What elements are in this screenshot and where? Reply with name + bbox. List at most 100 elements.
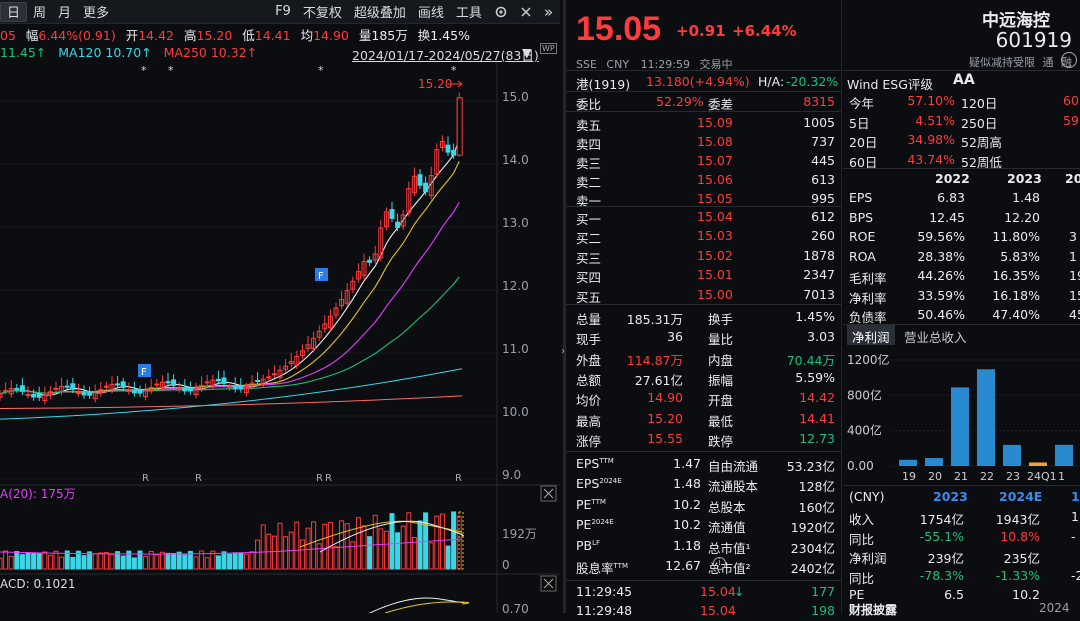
candle[interactable] [383, 211, 389, 228]
collapse-arrow-icon[interactable]: › [561, 346, 565, 357]
candle[interactable] [311, 337, 317, 349]
candle[interactable] [434, 149, 440, 175]
candle[interactable] [439, 140, 445, 149]
settings-icon[interactable] [488, 2, 514, 22]
candle[interactable] [59, 385, 65, 393]
bid-row[interactable]: 买三 15.02 1878 [566, 246, 841, 266]
f-badge-2[interactable]: F [315, 268, 328, 282]
candle[interactable] [355, 271, 361, 280]
f-badge-1[interactable]: F [138, 364, 151, 378]
candle[interactable] [277, 369, 283, 379]
candle[interactable] [333, 307, 339, 316]
period-day-tab[interactable]: 日 [0, 1, 28, 22]
candle[interactable] [143, 390, 149, 398]
bid-row[interactable]: 买二 15.03 260 [566, 226, 841, 246]
candle[interactable] [14, 387, 20, 390]
profit-bar[interactable] [1003, 444, 1021, 466]
tab-revenue[interactable]: 营业总收入 [904, 330, 967, 345]
candle[interactable] [98, 389, 104, 394]
candle[interactable] [322, 323, 328, 330]
candle[interactable] [327, 315, 333, 329]
profit-bar[interactable] [1055, 444, 1073, 466]
candle[interactable] [316, 330, 322, 338]
candle[interactable] [0, 393, 3, 398]
candle[interactable] [389, 209, 395, 219]
candle[interactable] [120, 381, 126, 388]
candle[interactable] [378, 227, 384, 259]
candle[interactable] [238, 385, 244, 390]
ask-row[interactable]: 卖三 15.07 445 [566, 151, 841, 171]
candle[interactable] [159, 381, 165, 389]
adjust-button[interactable]: 不复权 [302, 6, 342, 21]
candle[interactable] [305, 344, 311, 349]
candle[interactable] [70, 383, 76, 390]
candle[interactable] [47, 391, 53, 396]
user-icon[interactable] [1061, 52, 1077, 68]
profit-bar[interactable] [977, 369, 995, 466]
profit-bar[interactable] [899, 459, 917, 466]
kline-panel[interactable]: 日 周 月 更多 F9 不复权 超级叠加 画线 工具 » 05 幅6.44%(0… [0, 0, 560, 613]
candle[interactable] [53, 387, 59, 390]
candle[interactable] [400, 214, 406, 227]
ask-row[interactable]: 卖四 15.08 737 [566, 132, 841, 152]
candle[interactable] [31, 393, 37, 398]
candle[interactable] [294, 355, 300, 366]
candle[interactable] [25, 394, 31, 397]
draw-button[interactable]: 画线 [417, 6, 444, 21]
volume-close-icon[interactable] [540, 485, 557, 502]
candle[interactable] [81, 391, 87, 396]
period-month-tab[interactable]: 月 [58, 6, 72, 21]
candle[interactable] [299, 350, 305, 356]
candle[interactable] [215, 378, 221, 382]
bid-row[interactable]: 买四 15.01 2347 [566, 265, 841, 285]
candle[interactable] [131, 389, 137, 394]
f9-button[interactable]: F9 [275, 4, 291, 19]
candle[interactable] [423, 182, 429, 193]
ask-row[interactable]: 卖五 15.09 1005 [566, 113, 841, 133]
candle[interactable] [271, 373, 277, 376]
candle[interactable] [221, 377, 227, 384]
candle[interactable] [227, 386, 233, 389]
candle[interactable] [199, 384, 205, 389]
candle[interactable] [42, 394, 48, 402]
profit-bar[interactable] [951, 387, 969, 466]
candle[interactable] [154, 383, 160, 386]
date-range[interactable]: 2024/01/17-2024/05/27(83日) [352, 48, 539, 63]
candle[interactable] [266, 376, 272, 379]
candle[interactable] [255, 379, 261, 382]
candle[interactable] [367, 259, 373, 263]
tab-net-profit[interactable]: 净利润 [847, 325, 895, 345]
candle[interactable] [137, 389, 143, 394]
candle[interactable] [249, 382, 255, 387]
candle[interactable] [171, 379, 177, 386]
profit-bar[interactable] [925, 458, 943, 466]
ask-row[interactable]: 卖二 15.06 613 [566, 170, 841, 190]
candle[interactable] [445, 144, 451, 153]
expand-icon[interactable]: » [543, 2, 554, 21]
candle[interactable] [361, 261, 367, 276]
macd-close-icon[interactable] [540, 575, 557, 592]
candle[interactable] [87, 391, 93, 396]
candle[interactable] [75, 392, 81, 395]
candle[interactable] [126, 390, 132, 393]
candle[interactable] [210, 379, 216, 387]
candle[interactable] [232, 385, 238, 390]
candle[interactable] [344, 290, 350, 304]
candle[interactable] [36, 393, 42, 398]
period-week-tab[interactable]: 周 [33, 6, 47, 21]
candle[interactable] [411, 175, 417, 193]
candle[interactable] [3, 389, 9, 392]
candle[interactable] [115, 383, 121, 386]
candle[interactable] [456, 97, 463, 156]
candle[interactable] [339, 299, 345, 307]
profit-bar[interactable] [1029, 462, 1047, 466]
candle[interactable] [19, 385, 25, 392]
period-more-tab[interactable]: 更多 [83, 6, 110, 21]
candle[interactable] [260, 378, 266, 385]
candle[interactable] [372, 253, 378, 261]
hk-row[interactable]: 港(1919) 13.180(+4.94%) H/A: -20.32% [566, 72, 841, 92]
candle[interactable] [406, 188, 412, 214]
wp-icon[interactable]: WP [540, 43, 557, 54]
candle[interactable] [451, 150, 457, 156]
bid-row[interactable]: 买一 15.04 612 [566, 207, 841, 227]
